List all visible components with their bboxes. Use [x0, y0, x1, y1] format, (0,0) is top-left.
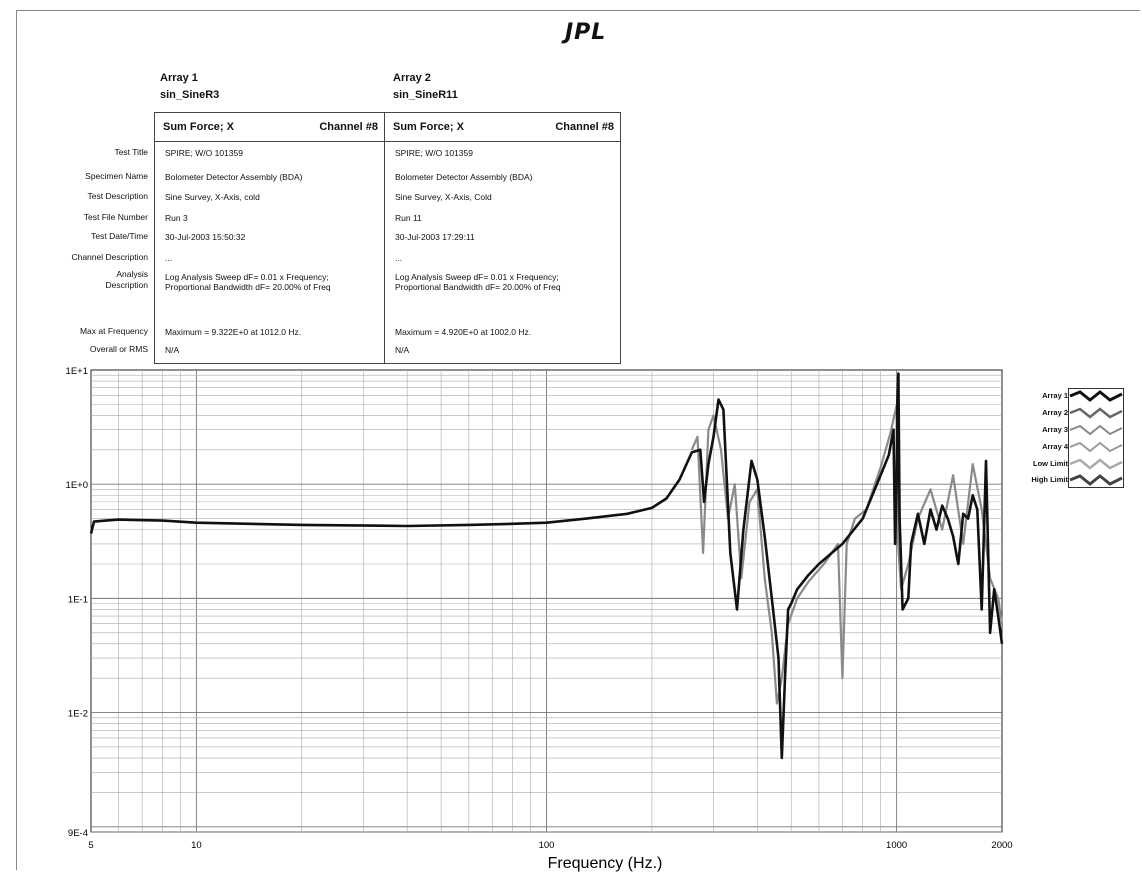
- legend-label-high-limit: High Limit: [1031, 475, 1068, 484]
- array-2-rms: N/A: [395, 345, 410, 355]
- x-tick-label: 100: [539, 840, 555, 851]
- array-1-channel: Channel #8: [319, 121, 378, 133]
- array-1-box-header: Sum Force; X Channel #8: [163, 121, 378, 133]
- chart-ticks: 5 10 100 1000 2000 1E+1 1E+0 1E-1 1E-2 9E-4: [66, 366, 1013, 851]
- array-2-info-box: Sum Force; X Channel #8 SPIRE; W/O 10135…: [384, 112, 621, 364]
- array-2-test-title: SPIRE; W/O 101359: [395, 148, 473, 158]
- array-2-header-rule: [385, 141, 620, 142]
- array-1-rms: N/A: [165, 345, 180, 355]
- array-2-analysis-line1: Log Analysis Sweep dF= 0.01 x Frequency;: [395, 272, 559, 282]
- x-tick-label: 5: [88, 840, 93, 851]
- series-line-array-1: [89, 372, 1004, 760]
- legend-label-low-limit: Low Limit: [1033, 459, 1068, 468]
- array-2-name: Array 2: [393, 72, 431, 84]
- legend-label-array-3: Array 3: [1042, 425, 1068, 434]
- label-description: Description: [105, 280, 148, 290]
- array-2-file-number: Run 11: [395, 213, 422, 223]
- label-max-at-frequency: Max at Frequency: [79, 326, 148, 336]
- chart-legend: Array 1 Array 2 Array 3 Array 4 Low Limi…: [1020, 388, 1124, 488]
- array-2-channel-description: ...: [395, 253, 403, 263]
- label-test-file-number: Test File Number: [83, 212, 148, 222]
- y-tick-label: 1E+1: [66, 366, 88, 377]
- legend-item-low-limit: Low Limit: [1020, 456, 1124, 472]
- array-1-file-number: Run 3: [165, 213, 188, 223]
- legend-item-array-4: Array 4: [1020, 439, 1124, 455]
- array-1-measurement: Sum Force; X: [163, 121, 234, 133]
- x-tick-label: 10: [191, 840, 202, 851]
- legend-item-array-3: Array 3: [1020, 422, 1124, 438]
- x-axis-label: Frequency (Hz.): [548, 855, 663, 872]
- array-1-heading: Array 1 sin_SineR3: [160, 70, 219, 104]
- array-1-max: Maximum = 9.322E+0 at 1012.0 Hz.: [165, 327, 302, 337]
- y-tick-label: 1E-2: [68, 709, 88, 720]
- array-2-specimen: Bolometer Detector Assembly (BDA): [395, 172, 533, 182]
- array-1-description: Sine Survey, X-Axis, cold: [165, 192, 260, 202]
- array-2-analysis-line2: Proportional Bandwidth dF= 20.00% of Fre…: [395, 282, 561, 292]
- x-tick-label: 1000: [886, 840, 907, 851]
- legend-label-array-4: Array 4: [1042, 442, 1068, 451]
- array-2-max: Maximum = 4.920E+0 at 1002.0 Hz.: [395, 327, 532, 337]
- array-2-box-header: Sum Force; X Channel #8: [393, 121, 614, 133]
- jpl-logo: JPL: [565, 20, 607, 45]
- label-specimen-name: Specimen Name: [85, 171, 148, 181]
- label-test-datetime: Test Date/Time: [91, 231, 148, 241]
- array-2-file: sin_SineR11: [393, 89, 458, 101]
- chart-series: [89, 372, 1004, 760]
- legend-item-array-1: Array 1: [1020, 388, 1124, 404]
- array-1-analysis-line2: Proportional Bandwidth dF= 20.00% of Fre…: [165, 282, 331, 292]
- array-1-analysis-line1: Log Analysis Sweep dF= 0.01 x Frequency;: [165, 272, 329, 282]
- legend-label-array-1: Array 1: [1042, 391, 1068, 400]
- y-tick-label: 1E-1: [68, 594, 88, 605]
- array-1-specimen: Bolometer Detector Assembly (BDA): [165, 172, 303, 182]
- y-tick-label: 9E-4: [68, 828, 88, 839]
- label-overall-rms: Overall or RMS: [89, 344, 148, 354]
- array-2-channel: Channel #8: [555, 121, 614, 133]
- array-2-heading: Array 2 sin_SineR11: [393, 70, 458, 104]
- array-2-datetime: 30-Jul-2003 17:29:11: [395, 232, 475, 242]
- label-analysis: Analysis: [116, 269, 148, 279]
- row-labels: Test Title Specimen Name Test Descriptio…: [20, 0, 148, 877]
- label-channel-description: Channel Description: [71, 252, 148, 262]
- array-1-channel-description: ...: [165, 253, 173, 263]
- array-1-datetime: 30-Jul-2003 15:50:32: [165, 232, 246, 242]
- array-1-header-rule: [155, 141, 384, 142]
- array-1-info-box: Sum Force; X Channel #8 SPIRE; W/O 10135…: [154, 112, 385, 364]
- label-test-description: Test Description: [87, 191, 148, 201]
- x-tick-label: 2000: [991, 840, 1012, 851]
- array-2-description: Sine Survey, X-Axis, Cold: [395, 192, 492, 202]
- legend-item-high-limit: High Limit: [1020, 472, 1124, 488]
- array-2-measurement: Sum Force; X: [393, 121, 464, 133]
- label-test-title: Test Title: [114, 147, 148, 157]
- legend-item-array-2: Array 2: [1020, 405, 1124, 421]
- chart-grid: [90, 369, 1003, 833]
- y-tick-label: 1E+0: [66, 480, 88, 491]
- legend-label-array-2: Array 2: [1042, 408, 1068, 417]
- array-1-test-title: SPIRE; W/O 101359: [165, 148, 243, 158]
- frame-left-rule: [16, 10, 17, 870]
- frame-top-rule: [16, 10, 1140, 11]
- legend-swatch-box: [1068, 388, 1124, 488]
- array-1-file: sin_SineR3: [160, 89, 220, 101]
- series-line-array-2: [690, 404, 1004, 705]
- array-1-name: Array 1: [160, 72, 198, 84]
